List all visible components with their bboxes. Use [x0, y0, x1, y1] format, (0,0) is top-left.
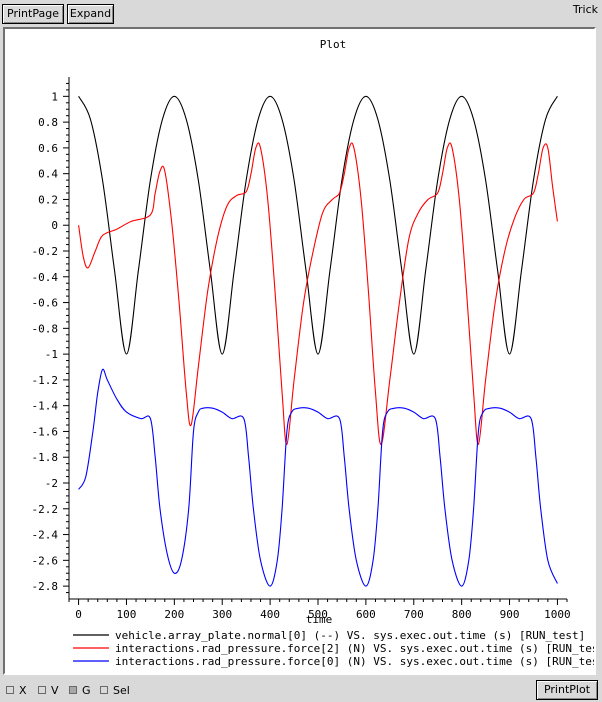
y-tick-label: -0.6 — [32, 297, 59, 310]
series-line-2 — [78, 368, 558, 587]
y-tick-label: -0.4 — [32, 271, 59, 284]
y-tick-label: -1.4 — [32, 400, 59, 413]
plot-area[interactable]: Plot 1 0.8 0.6 0.4 0.2 0 -0.2 -0.4 -0.6 -0.8 -1 -1.… — [3, 27, 596, 675]
x-tick-label: 0 — [75, 608, 82, 621]
x-tick-label: 300 — [212, 608, 232, 621]
legend-entry: vehicle.array_plate.normal[0] (--) VS. s… — [115, 629, 585, 642]
print-page-button[interactable]: PrintPage — [2, 4, 64, 24]
y-tick-label: -2.4 — [32, 529, 59, 542]
legend: vehicle.array_plate.normal[0] (--) VS. s… — [73, 629, 594, 668]
plot-title: Plot — [320, 38, 347, 51]
sel-toggle-label: Sel — [113, 683, 130, 697]
bottom-bar: X V G Sel PrintPlot — [0, 678, 602, 702]
series-line-0 — [78, 95, 558, 355]
axes: 1 0.8 0.6 0.4 0.2 0 -0.2 -0.4 -0.6 -0.8 -1 -1.2 -1.4… — [32, 77, 571, 621]
series-line-1 — [78, 142, 558, 445]
y-tick-label: -0.8 — [32, 322, 59, 335]
y-tick-label: -2.6 — [32, 554, 59, 567]
g-checkbox-icon[interactable] — [69, 686, 77, 694]
series-layer — [78, 95, 558, 587]
sel-checkbox-icon[interactable] — [100, 686, 108, 694]
y-tick-label: -2.8 — [32, 580, 59, 593]
x-toggle[interactable]: X — [6, 683, 27, 697]
v-checkbox-icon[interactable] — [38, 686, 46, 694]
y-tick-label: 0.8 — [38, 116, 58, 129]
y-tick-label: 0.2 — [38, 193, 58, 206]
y-tick-label: -1 — [45, 348, 58, 361]
y-tick-label: -1.6 — [32, 425, 59, 438]
g-toggle[interactable]: G — [69, 683, 91, 697]
x-tick-label: 600 — [356, 608, 376, 621]
x-axis-label: time — [306, 613, 333, 626]
x-tick-label: 1000 — [544, 608, 571, 621]
trick-label: Trick — [572, 3, 598, 16]
x-tick-label: 500 — [308, 608, 328, 621]
v-toggle[interactable]: V — [38, 683, 59, 697]
expand-button[interactable]: Expand — [67, 4, 114, 24]
y-tick-label: -0.2 — [32, 245, 59, 258]
x-tick-label: 900 — [500, 608, 520, 621]
g-toggle-label: G — [82, 683, 91, 697]
plot-canvas[interactable]: Plot 1 0.8 0.6 0.4 0.2 0 -0.2 -0.4 -0.6 -0.8 -1 -1.… — [5, 29, 595, 673]
legend-entry: interactions.rad_pressure.force[2] (N) V… — [115, 642, 594, 655]
x-tick-label: 800 — [452, 608, 472, 621]
x-tick-label: 700 — [404, 608, 424, 621]
y-tick-label: -1.2 — [32, 374, 59, 387]
x-tick-label: 100 — [117, 608, 137, 621]
v-toggle-label: V — [51, 683, 59, 697]
x-tick-label: 200 — [164, 608, 184, 621]
y-tick-label: 0.6 — [38, 142, 58, 155]
x-tick-label: 400 — [260, 608, 280, 621]
y-tick-label: 1 — [51, 90, 58, 103]
y-tick-label: -2 — [45, 477, 58, 490]
y-tick-label: 0.4 — [38, 168, 58, 181]
y-tick-label: -2.2 — [32, 503, 59, 516]
legend-entry: interactions.rad_pressure.force[0] (N) V… — [115, 655, 594, 668]
x-toggle-label: X — [19, 683, 27, 697]
y-tick-label: 0 — [51, 219, 58, 232]
sel-toggle[interactable]: Sel — [100, 683, 130, 697]
y-tick-label: -1.8 — [32, 451, 59, 464]
print-plot-button[interactable]: PrintPlot — [536, 680, 598, 700]
x-checkbox-icon[interactable] — [6, 686, 14, 694]
